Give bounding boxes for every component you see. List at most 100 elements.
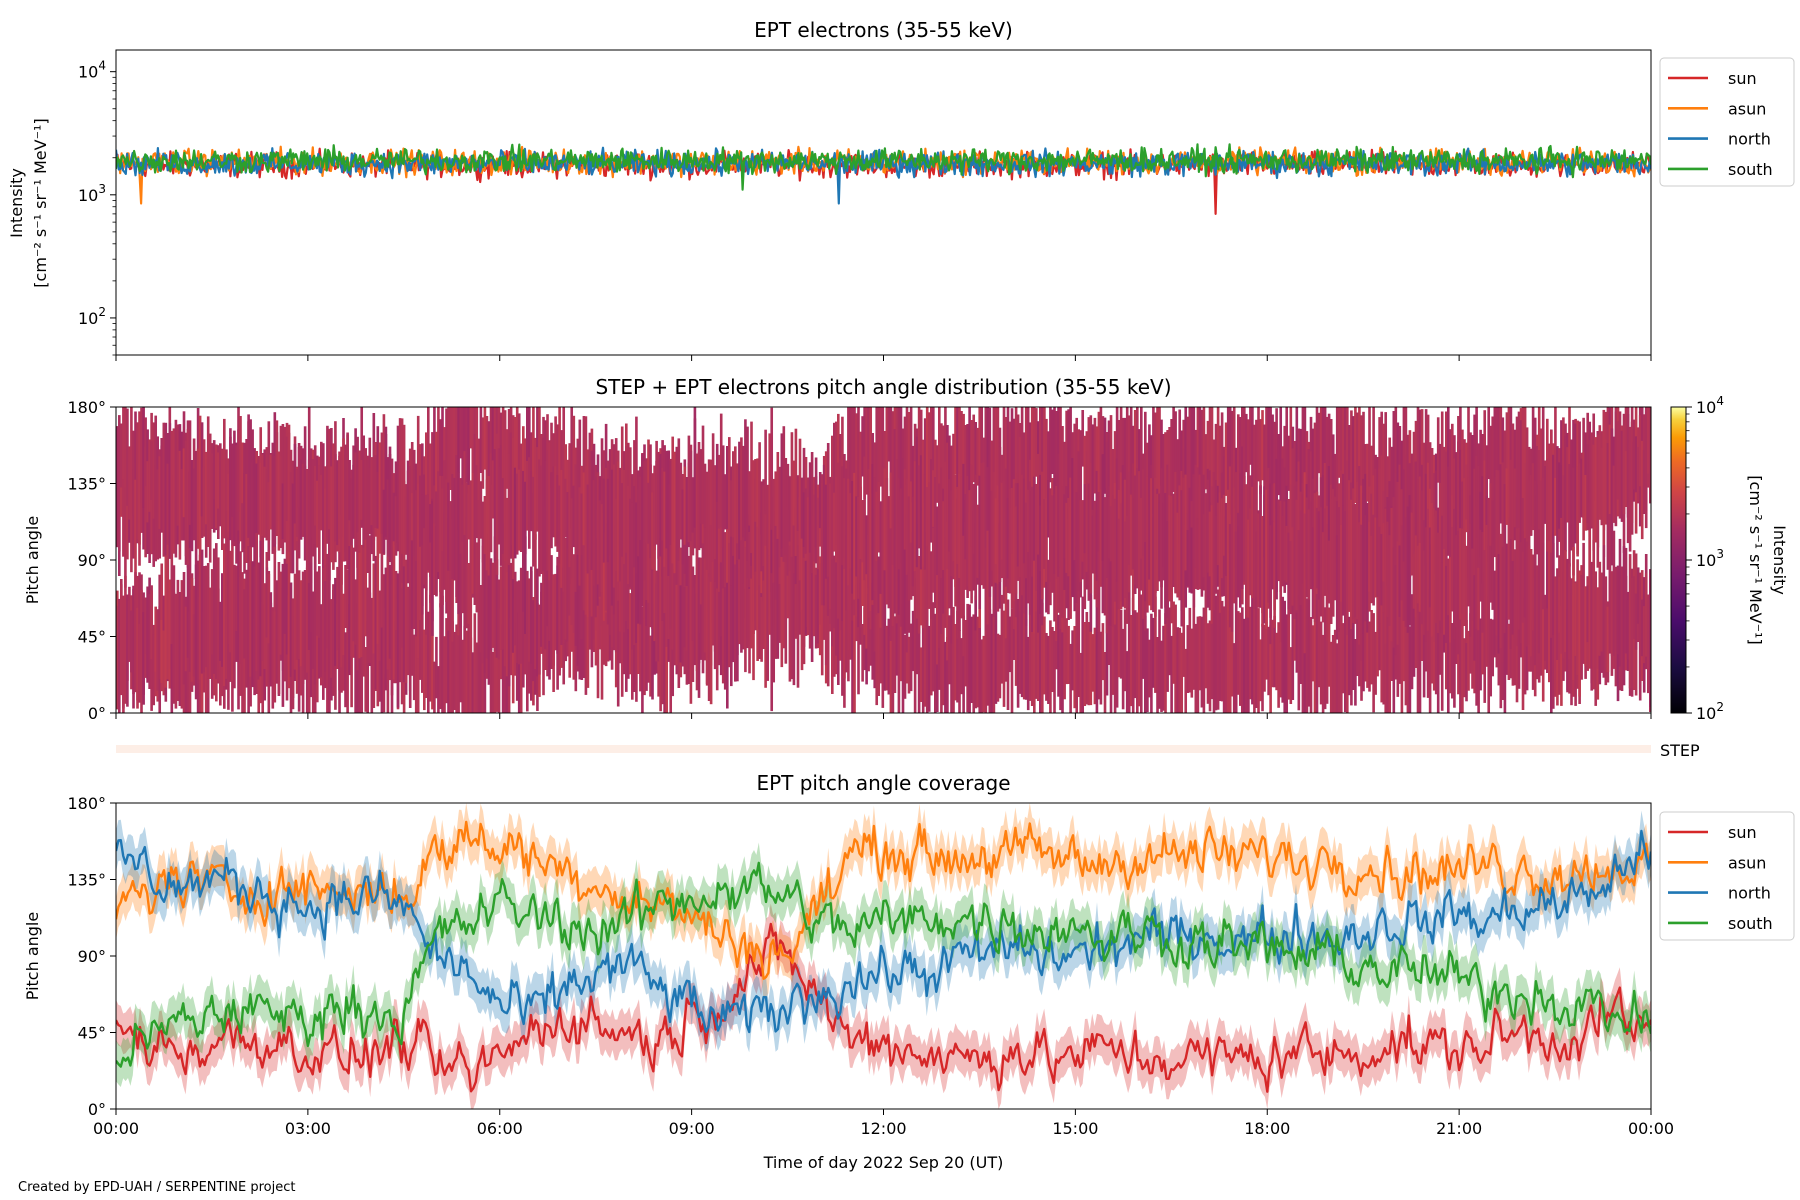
- heatmap-cell: [762, 580, 765, 649]
- heatmap-cell: [1507, 623, 1511, 680]
- heatmap-cell: [925, 407, 929, 533]
- heatmap-cell: [1618, 411, 1622, 519]
- heatmap-cell: [485, 416, 489, 490]
- heatmap-cell: [1077, 527, 1081, 656]
- heatmap-cell: [1479, 429, 1482, 517]
- heatmap-cell: [772, 582, 776, 683]
- heatmap-cell: [1556, 446, 1559, 558]
- heatmap-cell: [1303, 612, 1307, 713]
- heatmap-cell: [461, 407, 465, 495]
- heatmap-cell: [429, 594, 432, 702]
- heatmap-cell: [130, 456, 133, 573]
- panel1-traces: [116, 143, 1651, 215]
- heatmap-cell: [641, 606, 644, 713]
- heatmap-cell: [689, 450, 693, 542]
- heatmap-cell: [887, 496, 891, 607]
- heatmap-cell: [1261, 623, 1264, 712]
- heatmap-cell: [447, 593, 450, 713]
- heatmap-cell: [1113, 431, 1117, 508]
- heatmap-cell: [423, 629, 426, 711]
- heatmap-cell: [370, 597, 374, 674]
- heatmap-cell: [1226, 407, 1230, 511]
- heatmap-cell: [398, 465, 402, 573]
- heatmap-cell: [1127, 471, 1131, 565]
- heatmap-cell: [1198, 407, 1202, 525]
- xtick-label: 09:00: [669, 1119, 715, 1138]
- heatmap-cell: [697, 557, 701, 698]
- heatmap-cell: [291, 483, 295, 574]
- heatmap-cell: [1180, 632, 1184, 713]
- heatmap-cell: [1004, 468, 1008, 587]
- heatmap-cell: [1158, 407, 1161, 518]
- heatmap-cell: [530, 432, 533, 491]
- heatmap-cell: [1289, 541, 1293, 615]
- heatmap-cell: [867, 469, 870, 588]
- heatmap-cell: [596, 472, 600, 585]
- heatmap-cell: [410, 540, 414, 630]
- heatmap-cell: [1317, 412, 1321, 474]
- heatmap-cell: [1562, 529, 1565, 659]
- heatmap-cell: [311, 591, 315, 669]
- heatmap-cell: [1230, 578, 1234, 697]
- heatmap-cell: [505, 541, 509, 677]
- heatmap-cell: [711, 578, 715, 646]
- heatmap-cell: [1014, 598, 1018, 686]
- heatmap-cell: [1166, 589, 1169, 692]
- heatmap-cell: [176, 579, 180, 701]
- heatmap-cell: [1214, 423, 1218, 503]
- heatmap-cell: [970, 420, 973, 484]
- heatmap-cell: [301, 571, 305, 684]
- heatmap-cell: [776, 536, 780, 659]
- heatmap-cell: [338, 552, 341, 691]
- heatmap-cell: [1251, 570, 1254, 705]
- heatmap-cell: [1424, 527, 1428, 642]
- heatmap-cell: [459, 478, 463, 554]
- heatmap-cell: [1649, 407, 1651, 504]
- heatmap-cell: [1390, 446, 1394, 515]
- heatmap-cell: [1380, 587, 1384, 703]
- heatmap-cell: [1061, 486, 1064, 618]
- heatmap-cell: [503, 550, 507, 667]
- heatmap-cell: [719, 413, 723, 528]
- heatmap-cell: [1620, 430, 1624, 522]
- heatmap-cell: [669, 460, 673, 545]
- heatmap-cell: [1544, 594, 1547, 661]
- heatmap-cell: [1392, 497, 1396, 552]
- xtick-label: 06:00: [477, 1119, 523, 1138]
- heatmap-cell: [138, 623, 141, 700]
- heatmap-cell: [130, 407, 133, 513]
- heatmap-cell: [1216, 589, 1220, 710]
- heatmap-cell: [1069, 477, 1072, 619]
- heatmap-cell: [1329, 641, 1333, 713]
- heatmap-cell: [513, 571, 517, 646]
- heatmap-cell: [879, 407, 883, 487]
- heatmap-cell: [1503, 430, 1507, 503]
- heatmap-cell: [507, 564, 511, 687]
- heatmap-cell: [1386, 615, 1390, 713]
- heatmap-cell: [1356, 588, 1359, 676]
- heatmap-cell: [899, 609, 903, 682]
- heatmap-cell: [950, 636, 953, 713]
- heatmap-cell: [564, 478, 568, 538]
- heatmap-cell: [1422, 550, 1426, 635]
- heatmap-cell: [530, 566, 533, 664]
- heatmap-cell: [1107, 589, 1111, 665]
- heatmap-cell: [915, 578, 919, 675]
- heatmap-cell: [441, 595, 444, 713]
- heatmap-cell: [1485, 524, 1489, 631]
- heatmap-cell: [1162, 625, 1165, 711]
- heatmap-cell: [889, 636, 893, 713]
- heatmap-cell: [1503, 609, 1507, 713]
- heatmap-cell: [461, 639, 465, 713]
- heatmap-cell: [796, 475, 800, 531]
- heatmap-cell: [1081, 596, 1085, 713]
- heatmap-cell: [554, 573, 557, 647]
- heatmap-cell: [374, 555, 378, 690]
- heatmap-cell: [1471, 548, 1474, 621]
- heatmap-cell: [606, 523, 610, 625]
- heatmap-cell: [905, 478, 909, 575]
- heatmap-cell: [410, 493, 414, 573]
- heatmap-cell: [433, 407, 436, 534]
- heatmap-cell: [857, 572, 860, 628]
- heatmap-cell: [857, 407, 860, 530]
